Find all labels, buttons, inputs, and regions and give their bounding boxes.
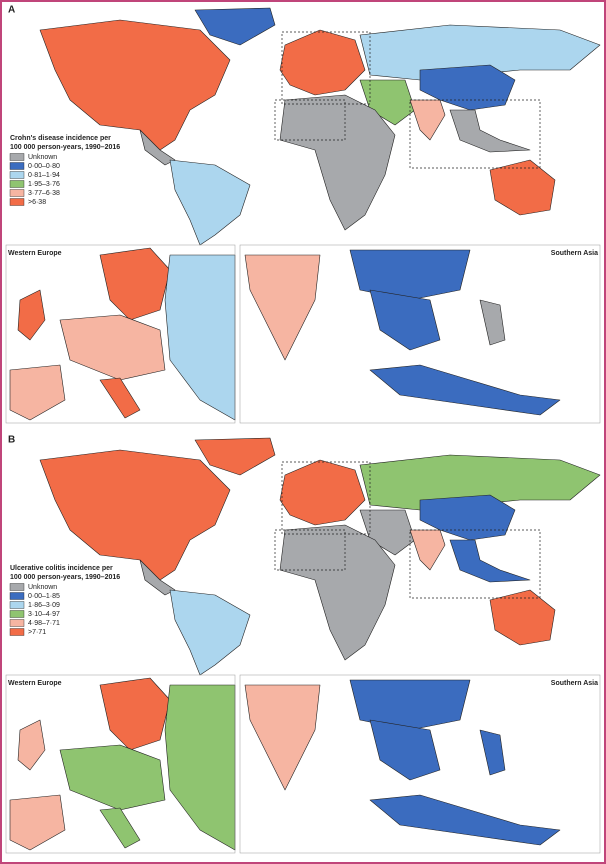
inset-box [281, 461, 371, 535]
philippines [479, 299, 506, 346]
legend-title: 100 000 person-years, 1990–2016 [10, 574, 120, 581]
india [244, 254, 321, 361]
inset-box [274, 99, 346, 141]
legend-title: Crohn's disease incidence per [10, 135, 111, 142]
india [244, 684, 321, 791]
legend-label: 3·77–6·38 [28, 190, 60, 197]
europe [279, 29, 366, 96]
scandinavia [99, 247, 171, 321]
italy [99, 807, 141, 849]
north-america [39, 449, 231, 581]
inset-box [274, 529, 346, 571]
iberia [9, 364, 66, 421]
legend-swatch [9, 619, 25, 627]
legend-swatch [9, 610, 25, 618]
inset-frame [239, 244, 601, 424]
legend-swatch [9, 628, 25, 636]
inset-frame [5, 674, 236, 854]
central [59, 314, 166, 381]
inset-label: Western Europe [8, 250, 62, 257]
legend-title: Ulcerative colitis incidence per [10, 565, 113, 572]
legend-label: Unknown [28, 584, 57, 591]
africa [279, 524, 396, 661]
uk [17, 289, 46, 341]
europe [279, 459, 366, 526]
china [419, 64, 516, 111]
legend-label: Unknown [28, 154, 57, 161]
china [349, 679, 471, 731]
legend-swatch [9, 180, 25, 188]
uk [17, 719, 46, 771]
philippines [479, 729, 506, 776]
inset-box [409, 99, 541, 169]
greenland [194, 437, 276, 476]
legend-swatch [9, 162, 25, 170]
indochina [369, 719, 441, 781]
inset-box [409, 529, 541, 599]
legend-label: 1·95–3·76 [28, 181, 60, 188]
legend-label: 0·81–1·94 [28, 172, 60, 179]
africa [279, 94, 396, 231]
china [349, 249, 471, 301]
legend-label: 4·98–7·71 [28, 620, 60, 627]
legend-label: 3·10–4·97 [28, 611, 60, 618]
central-america [139, 129, 176, 166]
legend-label: >7·71 [28, 629, 46, 636]
inset-label: Western Europe [8, 680, 62, 687]
panel: A Western Europe Southern Asia Crohn's dise… [5, 5, 601, 424]
south-america [169, 159, 251, 246]
legend-swatch [9, 601, 25, 609]
legend-swatch [9, 198, 25, 206]
panel-label: B [8, 435, 15, 446]
southeast-asia [449, 109, 531, 153]
panel: B Western Europe Southern Asia Ulcerative c… [5, 435, 601, 854]
australia [489, 159, 556, 216]
russia [359, 24, 601, 81]
china [419, 494, 516, 541]
middle-east [359, 509, 416, 556]
legend-title: 100 000 person-years, 1990–2016 [10, 144, 120, 151]
inset-label: Southern Asia [551, 680, 598, 687]
indochina [369, 289, 441, 351]
central-america [139, 559, 176, 596]
greenland [194, 7, 276, 46]
scandinavia [99, 677, 171, 751]
inset-label: Southern Asia [551, 250, 598, 257]
legend-swatch [9, 583, 25, 591]
legend-label: >6·38 [28, 199, 46, 206]
legend-swatch [9, 171, 25, 179]
iberia [9, 794, 66, 851]
australia [489, 589, 556, 646]
legend-swatch [9, 189, 25, 197]
legend-swatch [9, 592, 25, 600]
inset-frame [5, 244, 236, 424]
central [59, 744, 166, 811]
legend-label: 0·00–0·80 [28, 163, 60, 170]
indonesia [369, 364, 561, 416]
italy [99, 377, 141, 419]
north-america [39, 19, 231, 151]
southeast-asia [449, 539, 531, 583]
south-america [169, 589, 251, 676]
legend-label: 1·86–3·09 [28, 602, 60, 609]
legend-label: 0·00–1·85 [28, 593, 60, 600]
legend-swatch [9, 153, 25, 161]
indonesia [369, 794, 561, 846]
panel-label: A [8, 5, 15, 16]
inset-box [281, 31, 371, 105]
inset-frame [239, 674, 601, 854]
middle-east [359, 79, 416, 126]
russia [359, 454, 601, 511]
